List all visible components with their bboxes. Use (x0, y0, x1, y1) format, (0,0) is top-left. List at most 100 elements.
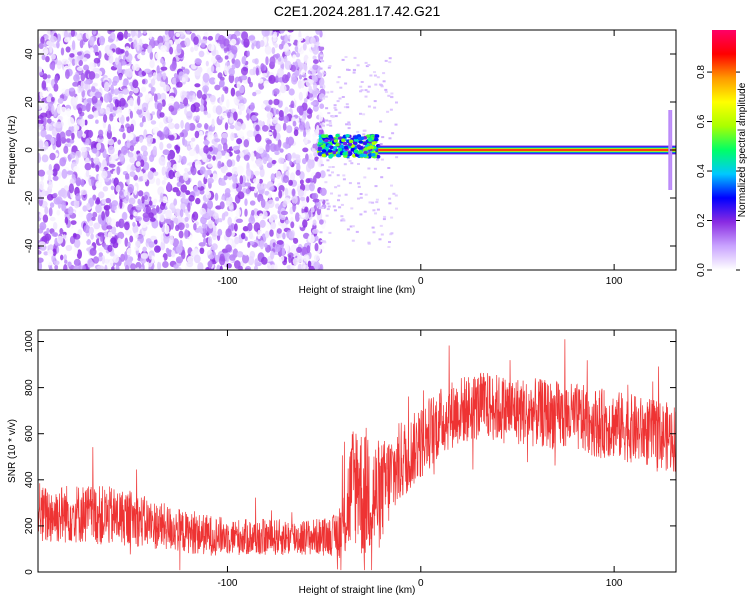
heatmap-cell (160, 66, 168, 71)
heatmap-cell (285, 219, 290, 224)
heatmap-cell (166, 161, 172, 168)
heatmap-cell (236, 251, 244, 258)
heatmap-cell (40, 36, 45, 45)
colorbar-tick-label: 0.6 (696, 114, 707, 128)
heatmap-cell (109, 113, 114, 122)
heatmap-cell (238, 110, 243, 116)
heatmap-cell (132, 79, 139, 89)
heatmap-cell (369, 74, 373, 77)
heatmap-cell (359, 112, 362, 115)
heatmap-cell (129, 110, 133, 119)
heatmap-cell (162, 72, 167, 81)
heatmap-cell (102, 186, 109, 192)
heatmap-cell (188, 195, 195, 202)
heatmap-cell (189, 94, 193, 103)
heatmap-cell (307, 260, 312, 268)
heatmap-cell (53, 222, 58, 230)
heatmap-cell (199, 166, 206, 175)
heatmap-cell (160, 240, 166, 251)
heatmap-cell (44, 233, 52, 241)
heatmap-cell (232, 173, 238, 183)
heatmap-cell (282, 74, 289, 84)
heatmap-cell (185, 223, 190, 229)
heatmap-cell (343, 106, 347, 109)
heatmap-cell (314, 128, 320, 136)
heatmap-cell (376, 158, 380, 161)
heatmap-cell (267, 199, 275, 208)
colorbar-tick-label: 0.2 (696, 213, 707, 227)
heatmap-cell (56, 59, 62, 70)
heatmap-cell (319, 170, 326, 179)
heatmap-cell (157, 261, 162, 270)
heatmap-cell (261, 103, 267, 110)
heatmap-cell (353, 56, 357, 59)
heatmap-cell (304, 137, 308, 145)
heatmap-cell (121, 61, 127, 66)
heatmap-cell (71, 132, 75, 140)
heatmap-cell (278, 57, 282, 62)
heatmap-cell (325, 107, 329, 110)
heatmap-cell (184, 122, 191, 132)
heatmap-cell (270, 173, 275, 182)
heatmap-cell (217, 143, 223, 152)
heatmap-cell (142, 172, 148, 183)
heatmap-cell (147, 45, 153, 54)
heatmap-cell (295, 212, 300, 223)
heatmap-cell (224, 55, 229, 60)
heatmap-cell (129, 214, 134, 220)
heatmap-cell (327, 66, 331, 69)
heatmap-cell (95, 119, 99, 124)
heatmap-cell (224, 152, 230, 160)
heatmap-cell (159, 81, 166, 88)
heatmap-cell (223, 211, 229, 217)
heatmap-cell (184, 229, 189, 239)
heatmap-cell (324, 138, 329, 143)
heatmap-cell (96, 142, 102, 151)
heatmap-cell (230, 87, 236, 97)
heatmap-cell (181, 155, 187, 165)
heatmap-cell (119, 97, 126, 107)
heatmap-cell (67, 117, 75, 127)
heatmap-cell (165, 217, 171, 225)
heatmap-cell (287, 136, 295, 146)
heatmap-cell (211, 243, 218, 251)
heatmap-cell (240, 157, 244, 162)
heatmap-cell (167, 134, 175, 140)
heatmap-cell (243, 154, 250, 161)
heatmap-cell (53, 260, 60, 266)
heatmap-cell (367, 153, 372, 157)
heatmap-cell (126, 68, 133, 78)
heatmap-cell (359, 213, 363, 216)
heatmap-cell (110, 237, 117, 244)
heatmap-cell (104, 81, 110, 92)
heatmap-cell (250, 102, 255, 112)
heatmap-cell (367, 85, 371, 88)
heatmap-cell (357, 163, 360, 165)
heatmap-cell (155, 136, 161, 145)
heatmap-cell (206, 99, 211, 104)
heatmap-cell (342, 219, 346, 222)
heatmap-cell (44, 34, 49, 40)
heatmap-cell (83, 64, 90, 71)
heatmap-cell (70, 220, 77, 226)
heatmap-cell (120, 49, 125, 54)
heatmap-cell (331, 166, 335, 168)
colorbar: 0.0 0.2 0.4 0.6 0.8 Normalized spectral ampl… (696, 30, 748, 277)
heatmap-cell (162, 261, 169, 268)
heatmap-cell (219, 201, 225, 210)
heatmap-cell (38, 153, 41, 163)
heatmap-cell (306, 108, 313, 115)
heatmap-cell (44, 141, 49, 150)
heatmap-cell (241, 56, 247, 65)
heatmap-cell (274, 123, 282, 133)
heatmap-cell (230, 38, 237, 46)
heatmap-cell (153, 171, 159, 177)
heatmap-cell (341, 218, 345, 221)
heatmap-cell (312, 64, 319, 70)
heatmap-cell (137, 190, 144, 197)
heatmap-cell (272, 30, 279, 33)
heatmap-cell (226, 99, 230, 109)
heatmap-cell (75, 155, 79, 165)
heatmap-cell (279, 30, 285, 34)
heatmap-cell (380, 84, 383, 87)
